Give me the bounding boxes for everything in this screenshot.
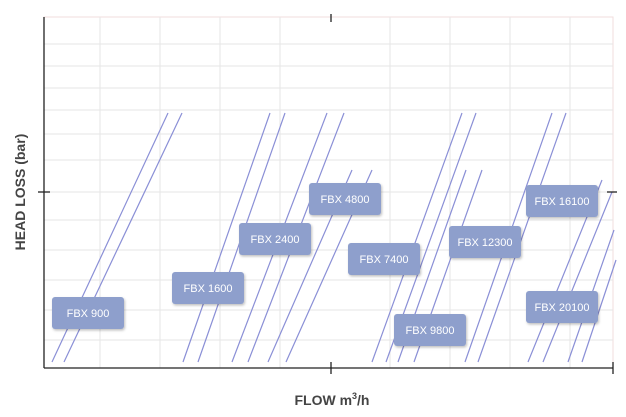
series-label: FBX 7400 [348,243,420,275]
series-label-box [172,272,244,304]
series-curve-line [477,112,567,363]
x-axis-label: FLOW m3/h [294,391,369,408]
series-label: FBX 12300 [449,226,521,258]
series-label: FBX 4800 [309,183,381,215]
series-curve-line [581,259,617,363]
x-axis-label-superscript: 3 [352,391,357,401]
series-label: FBX 9800 [394,314,466,346]
series-labels: FBX 900 FBX 1600 FBX 2400 FBX 4800 FBX 7400 F… [52,183,598,346]
x-axis-label-main: FLOW m [294,392,352,408]
series-label-box [239,223,311,255]
series-label-box [52,297,124,329]
series-label-box [526,185,598,217]
series-label: FBX 1600 [172,272,244,304]
series-label: FBX 2400 [239,223,311,255]
series-curve-line [182,112,271,363]
series-label-text: FBX 9800 [406,325,455,337]
series-label-text: FBX 2400 [251,234,300,246]
x-axis-label-suffix: /h [357,392,369,408]
series-label-text: FBX 900 [67,308,110,320]
series-label: FBX 20100 [526,291,598,323]
series-label-text: FBX 16100 [534,196,589,208]
series-label-text: FBX 4800 [321,194,370,206]
series-label-box [526,291,598,323]
series-label: FBX 16100 [526,185,598,217]
series-curve-line [371,112,463,363]
series-label-text: FBX 20100 [534,302,589,314]
axes [38,14,617,374]
series-label-text: FBX 12300 [457,237,512,249]
y-axis-label: HEAD LOSS (bar) [12,134,28,251]
series-label-box [449,226,521,258]
series-label-box [309,183,381,215]
series-label: FBX 900 [52,297,124,329]
series-label-box [394,314,466,346]
series-label-text: FBX 1600 [184,283,233,295]
grid [44,17,613,368]
series-label-box [348,243,420,275]
series-label-text: FBX 7400 [360,254,409,266]
series-curve-line [542,191,613,363]
